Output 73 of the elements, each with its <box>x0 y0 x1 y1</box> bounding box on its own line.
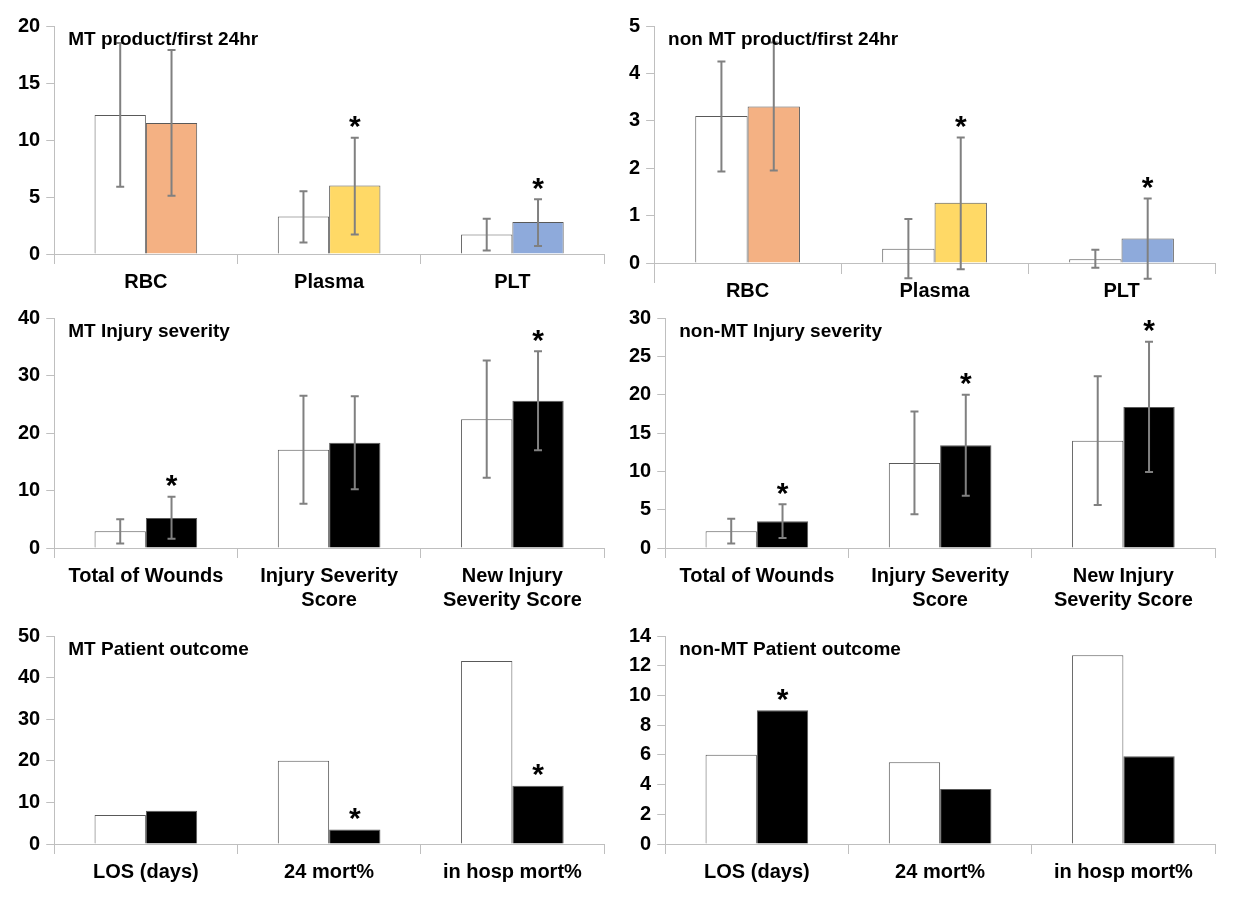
y-tick-label: 10 <box>629 458 652 481</box>
x-tick-label: RBC <box>725 278 770 301</box>
annotation: * <box>776 475 789 509</box>
y-tick-label: 0 <box>640 535 652 558</box>
x-tick-label: Plasma <box>899 278 971 301</box>
x-tick-label: in hosp mort% <box>1053 859 1194 882</box>
annotation: * <box>348 108 361 142</box>
y-tick-label: 20 <box>18 748 41 771</box>
x-tick-label: 24 mort% <box>284 859 375 882</box>
y-tick-label: 0 <box>640 831 652 854</box>
y-tick-label: 10 <box>18 478 41 501</box>
chart-title: non-MT Injury severity <box>679 319 883 341</box>
x-tick-label: Total of Wounds <box>679 563 835 586</box>
y-tick-label: 40 <box>18 305 41 328</box>
annotation: * <box>165 468 178 502</box>
y-tick-label: 0 <box>629 250 641 273</box>
chart-title: non-MT Patient outcome <box>679 637 901 659</box>
x-tick-label: Injury Severity Score <box>260 563 399 610</box>
y-tick-label: 15 <box>18 70 41 93</box>
annotation: * <box>532 322 545 356</box>
y-tick-label: 2 <box>629 155 641 178</box>
y-tick-label: 25 <box>629 343 652 366</box>
y-tick-label: 40 <box>18 665 41 688</box>
chart-title: MT Injury severity <box>68 319 231 341</box>
y-tick-label: 2 <box>640 801 652 824</box>
x-tick-label: PLT <box>494 269 531 292</box>
x-tick-label: Total of Wounds <box>68 563 224 586</box>
y-tick-label: 20 <box>18 420 41 443</box>
y-tick-label: 30 <box>18 363 41 386</box>
y-tick-label: 1 <box>629 203 641 226</box>
y-tick-label: 6 <box>640 742 652 765</box>
annotation: * <box>348 800 361 834</box>
y-tick-label: 10 <box>18 789 41 812</box>
y-tick-label: 10 <box>629 682 652 705</box>
y-tick-label: 0 <box>29 535 41 558</box>
x-tick-label: LOS (days) <box>704 859 810 882</box>
annotation: * <box>1143 313 1156 347</box>
annotation: * <box>959 365 972 399</box>
x-tick-label: Injury Severity Score <box>871 563 1010 610</box>
y-tick-label: 3 <box>629 108 641 131</box>
y-tick-label: 50 <box>18 623 41 646</box>
chart-title: non MT product/first 24hr <box>668 27 899 49</box>
y-tick-label: 5 <box>640 497 652 520</box>
y-tick-label: 5 <box>29 184 41 207</box>
x-tick-label: Plasma <box>294 269 366 292</box>
y-tick-label: 4 <box>629 60 641 83</box>
x-tick-label: LOS (days) <box>93 859 199 882</box>
annotation: * <box>776 681 789 715</box>
y-tick-label: 12 <box>629 653 652 676</box>
x-tick-label: RBC <box>124 269 168 292</box>
chart-title: MT product/first 24hr <box>68 27 259 49</box>
y-tick-label: 20 <box>18 13 41 36</box>
annotation: * <box>954 108 967 142</box>
y-tick-label: 15 <box>629 420 652 443</box>
x-tick-label: in hosp mort% <box>442 859 583 882</box>
chart-title: MT Patient outcome <box>68 637 249 659</box>
y-tick-label: 0 <box>29 831 41 854</box>
y-tick-label: 8 <box>640 712 652 735</box>
y-tick-label: 14 <box>629 623 653 646</box>
annotation: * <box>1141 169 1154 203</box>
annotation: * <box>532 757 545 791</box>
y-tick-label: 4 <box>640 772 653 795</box>
x-tick-label: PLT <box>1103 278 1140 301</box>
y-tick-label: 30 <box>629 305 652 328</box>
x-tick-label: 24 mort% <box>895 859 986 882</box>
y-tick-label: 5 <box>629 13 641 36</box>
annotation: * <box>532 170 545 204</box>
x-tick-label: New Injury Severity Score <box>1053 563 1193 610</box>
x-tick-label: New Injury Severity Score <box>442 563 582 610</box>
y-tick-label: 0 <box>29 241 41 264</box>
y-tick-label: 10 <box>18 127 41 150</box>
y-tick-label: 20 <box>629 382 652 405</box>
y-tick-label: 30 <box>18 706 41 729</box>
